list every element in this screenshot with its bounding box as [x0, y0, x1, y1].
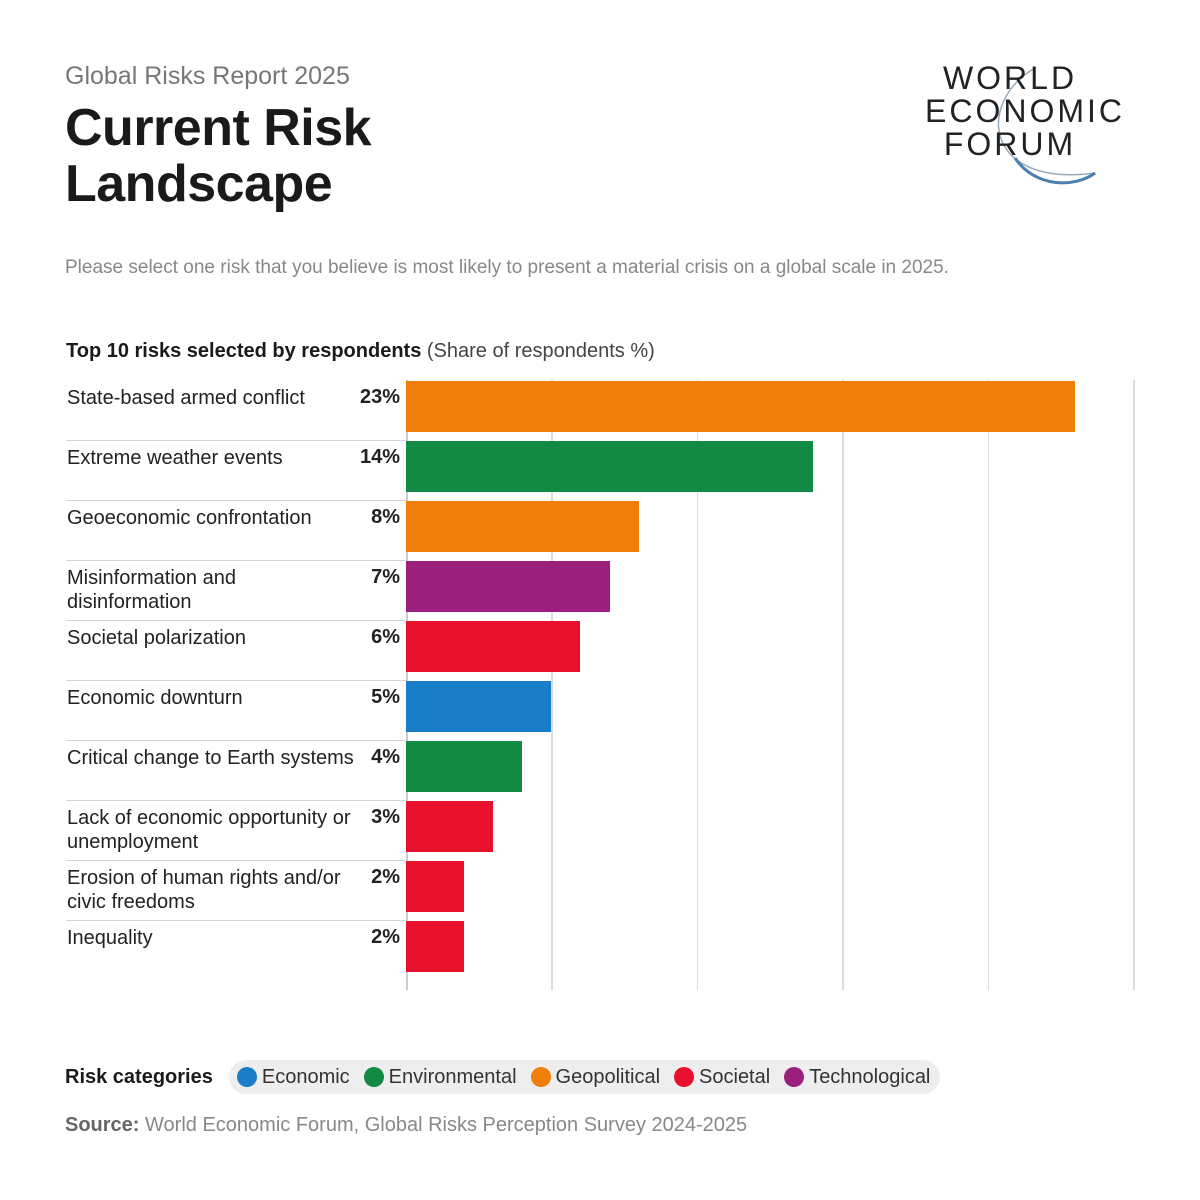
row-separator [66, 920, 406, 921]
data-label: 2% [371, 866, 400, 888]
chart-title-text: Top 10 risks selected by respondents [66, 340, 422, 362]
page-title: Current Risk Landscape [65, 99, 372, 213]
legend-dot-icon [236, 1067, 257, 1087]
category-label: Extreme weather events [67, 447, 283, 469]
row-separator [66, 860, 406, 861]
bar [406, 861, 465, 912]
chart-title: Top 10 risks selected by respondents (Sh… [66, 340, 655, 363]
source-note: Source: World Economic Forum, Global Ris… [65, 1114, 747, 1137]
data-label: 2% [371, 926, 400, 948]
gridline [551, 380, 553, 990]
legend-item: Geopolitical [530, 1065, 661, 1089]
category-label: Societal polarization [67, 627, 246, 649]
gridline [696, 380, 699, 990]
bar [406, 921, 465, 972]
svg-text:FORUM: FORUM [944, 126, 1076, 162]
legend-label: Geopolitical [555, 1065, 661, 1088]
data-label: 7% [371, 566, 400, 588]
survey-question: Please select one risk that you believe … [65, 257, 949, 278]
row-separator [66, 740, 406, 741]
row-separator [66, 680, 406, 681]
wef-logo: WORLD ECONOMIC FORUM [915, 58, 1145, 198]
category-label: Erosion of human rights and/or civic fre… [67, 867, 341, 913]
source-label: Source: [65, 1114, 140, 1136]
category-label: Economic downturn [67, 687, 243, 709]
legend-label: Environmental [388, 1065, 517, 1088]
report-kicker: Global Risks Report 2025 [65, 62, 350, 90]
category-label: Critical change to Earth systems [67, 747, 354, 769]
chart-unit-label: (Share of respondents %) [426, 340, 655, 362]
category-label: Lack of economic opportunity or unemploy… [67, 807, 351, 853]
row-separator [66, 620, 406, 621]
bar [406, 501, 639, 552]
legend-dot-icon [363, 1067, 384, 1087]
legend-title: Risk categories [65, 1065, 213, 1088]
legend-item: Economic [236, 1065, 350, 1089]
svg-text:WORLD: WORLD [943, 60, 1077, 96]
legend-item: Environmental [363, 1065, 517, 1089]
gridline [1133, 380, 1135, 990]
category-label: Geoeconomic confrontation [67, 507, 312, 529]
bar [406, 561, 610, 612]
category-label: State-based armed conflict [67, 387, 305, 409]
legend-dot-icon [530, 1067, 551, 1087]
legend-label: Technological [809, 1065, 931, 1088]
legend-dot-icon [784, 1067, 805, 1087]
data-label: 3% [371, 806, 400, 828]
svg-text:ECONOMIC: ECONOMIC [925, 93, 1125, 129]
bar [406, 381, 1075, 432]
legend-items: Economic Environmental Geopolitical Societa… [228, 1060, 941, 1094]
legend-label: Economic [261, 1065, 350, 1088]
legend-dot-icon [674, 1067, 695, 1087]
gridline [842, 380, 844, 990]
source-text: World Economic Forum, Global Risks Perce… [145, 1114, 748, 1136]
legend-item: Societal [674, 1066, 770, 1089]
row-separator [66, 800, 406, 801]
data-label: 4% [371, 746, 400, 768]
bar [406, 801, 494, 852]
data-label: 23% [359, 386, 400, 408]
data-label: 5% [371, 686, 400, 708]
gridline [987, 380, 990, 990]
row-separator [66, 560, 406, 561]
data-label: 8% [371, 506, 400, 528]
category-label: Misinformation and disinformation [67, 567, 236, 613]
bar [406, 681, 552, 732]
bar [406, 441, 814, 492]
legend-item: Technological [784, 1066, 930, 1089]
category-label: Inequality [67, 927, 153, 949]
bar [406, 741, 523, 792]
legend-label: Societal [699, 1065, 771, 1088]
legend: Risk categories Economic Environmental Geo… [65, 1060, 941, 1094]
row-separator [66, 440, 406, 441]
bar [406, 621, 581, 672]
row-separator [66, 500, 406, 501]
data-label: 6% [371, 626, 400, 648]
data-label: 14% [359, 446, 400, 468]
